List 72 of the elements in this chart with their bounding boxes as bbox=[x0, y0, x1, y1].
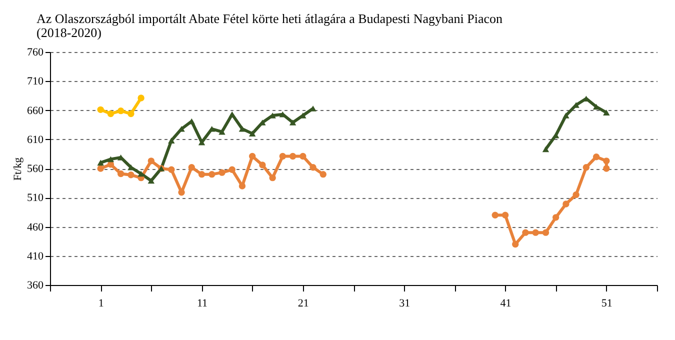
point bbox=[552, 214, 560, 221]
chart-title: Az Olaszországból importált Abate Fétel körte heti átlagára a Budapesti Nagybani Piacon bbox=[36, 11, 504, 26]
point bbox=[107, 110, 114, 118]
point bbox=[532, 229, 539, 236]
point bbox=[310, 164, 316, 171]
point bbox=[128, 172, 134, 178]
y-tick-label: 360 bbox=[27, 280, 44, 292]
point bbox=[279, 152, 286, 160]
y-tick-label: 710 bbox=[27, 76, 44, 88]
point bbox=[289, 120, 296, 126]
point bbox=[107, 156, 114, 162]
x-tick-label: 1 bbox=[98, 298, 104, 310]
y-tick-label: 410 bbox=[27, 250, 44, 262]
point bbox=[117, 170, 124, 178]
point bbox=[522, 229, 529, 236]
point bbox=[148, 178, 155, 184]
point bbox=[542, 229, 550, 236]
point bbox=[168, 166, 175, 174]
point bbox=[128, 110, 134, 118]
point bbox=[592, 104, 600, 110]
point bbox=[138, 170, 144, 177]
point bbox=[562, 200, 570, 208]
point bbox=[592, 154, 600, 160]
point bbox=[603, 158, 610, 164]
point bbox=[562, 112, 570, 118]
point bbox=[97, 160, 104, 166]
point bbox=[300, 152, 306, 160]
point bbox=[248, 152, 256, 160]
point bbox=[603, 165, 610, 172]
point bbox=[218, 128, 226, 135]
point bbox=[238, 126, 246, 132]
point bbox=[512, 240, 519, 248]
point bbox=[208, 170, 216, 178]
point bbox=[492, 212, 498, 218]
y-tick-label: 510 bbox=[27, 192, 44, 204]
point bbox=[107, 161, 114, 168]
point bbox=[188, 164, 195, 171]
point bbox=[228, 166, 236, 174]
x-tick-label: 41 bbox=[500, 298, 512, 310]
y-tick-label: 460 bbox=[27, 221, 44, 234]
point bbox=[208, 126, 216, 132]
point bbox=[218, 169, 226, 176]
y-tick-label: 610 bbox=[27, 134, 44, 146]
point bbox=[320, 170, 327, 178]
point bbox=[168, 138, 175, 144]
point bbox=[572, 191, 580, 198]
point bbox=[178, 189, 185, 196]
point bbox=[228, 111, 236, 118]
point bbox=[603, 110, 610, 116]
point bbox=[97, 106, 104, 114]
point bbox=[248, 130, 256, 136]
x-tick-label: 51 bbox=[601, 298, 612, 310]
y-tick-label: 560 bbox=[27, 163, 44, 175]
point bbox=[269, 174, 276, 182]
y-tick-label: 760 bbox=[27, 46, 44, 58]
y-tick-label: 660 bbox=[27, 104, 44, 117]
point bbox=[289, 152, 296, 160]
x-tick-label: 31 bbox=[399, 298, 410, 310]
x-tick-label: 21 bbox=[298, 298, 309, 310]
point bbox=[97, 165, 104, 172]
point bbox=[148, 158, 155, 164]
point bbox=[198, 170, 206, 178]
point bbox=[582, 164, 590, 171]
chart-subtitle: (2018-2020) bbox=[36, 25, 102, 40]
point bbox=[259, 162, 266, 168]
point bbox=[502, 212, 509, 218]
point bbox=[238, 182, 246, 190]
point bbox=[117, 107, 124, 114]
y-axis-title: Ft/kg bbox=[12, 156, 24, 181]
point bbox=[542, 146, 550, 152]
x-tick-label: 11 bbox=[196, 298, 208, 310]
point bbox=[138, 94, 144, 102]
